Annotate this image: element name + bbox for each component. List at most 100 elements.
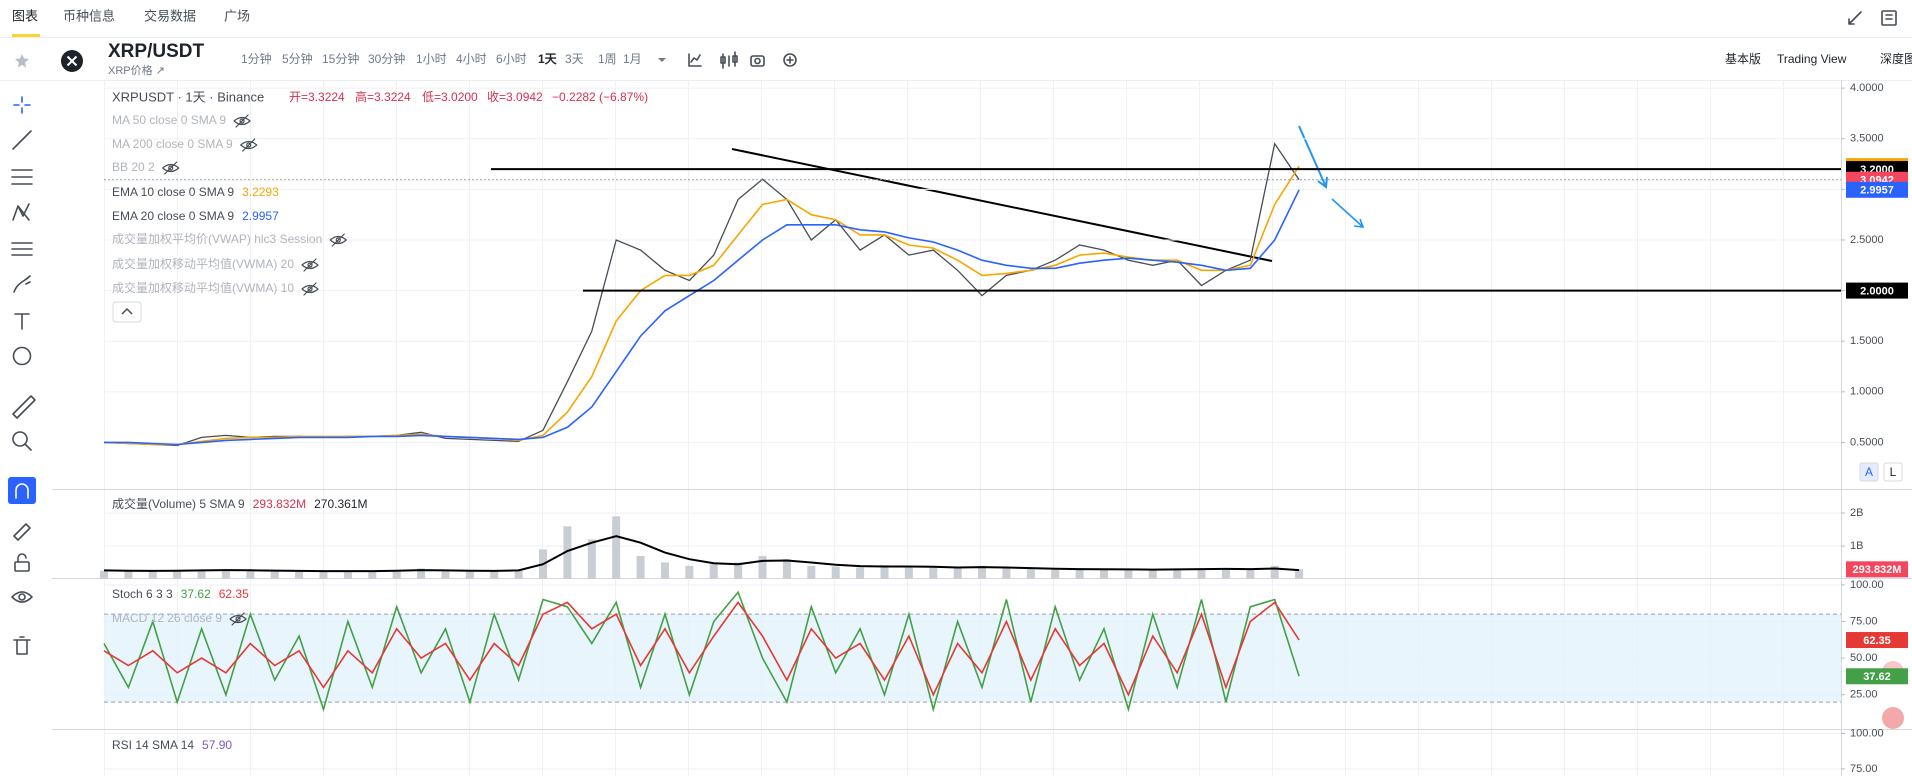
hide-icon[interactable]: [229, 612, 247, 626]
volume-bar: [953, 568, 962, 579]
indicator-label[interactable]: BB 20 2: [112, 160, 155, 174]
emoji-tool[interactable]: [12, 346, 32, 366]
volume-bar: [221, 569, 230, 579]
interval-button[interactable]: 4小时: [456, 52, 487, 66]
brush-tool[interactable]: [13, 275, 31, 293]
indicator-label[interactable]: 成交量加权移动平均值(VWMA) 10: [112, 280, 294, 295]
indicator-value: 2.9957: [242, 209, 279, 223]
ohlc-value: 开=3.3224: [289, 90, 345, 104]
macd-title[interactable]: MACD 12 26 close 9: [112, 611, 222, 625]
hide-icon[interactable]: [301, 258, 319, 272]
symbol-sub[interactable]: XRP价格 ↗: [108, 63, 165, 77]
magnet-tool[interactable]: [8, 477, 36, 504]
series-line: [103, 590, 1300, 713]
scale-button-label: L: [1890, 465, 1897, 479]
hide-icon[interactable]: [162, 161, 180, 175]
text-tool[interactable]: [14, 313, 30, 330]
pattern-tool[interactable]: [12, 203, 30, 221]
indicator-label[interactable]: EMA 20 close 0 SMA 9: [112, 209, 234, 223]
interval-button[interactable]: 1分钟: [241, 51, 272, 66]
volume-bar: [490, 570, 499, 579]
parallel-tool[interactable]: [11, 169, 33, 185]
view-button[interactable]: Trading View: [1777, 52, 1847, 66]
hide-icon[interactable]: [233, 114, 251, 128]
fib-tool[interactable]: [11, 242, 33, 256]
indicator-label[interactable]: 成交量加权移动平均值(VWMA) 20: [112, 256, 294, 271]
interval-button[interactable]: 1小时: [416, 52, 447, 66]
interval-button[interactable]: 15分钟: [322, 51, 359, 66]
tab[interactable]: 交易数据: [144, 8, 196, 23]
collapse-icon: [121, 307, 133, 315]
stoch-legend-value: 62.35: [219, 587, 249, 601]
symbol[interactable]: XRP/USDT: [108, 41, 204, 62]
indicator-label[interactable]: MA 50 close 0 SMA 9: [112, 113, 226, 127]
interval-dropdown[interactable]: [658, 58, 666, 62]
collapse-legend-button[interactable]: [112, 301, 142, 323]
indicator-label[interactable]: EMA 10 close 0 SMA 9: [112, 185, 234, 199]
visibility-tool[interactable]: [11, 591, 33, 603]
volume-bar: [1197, 568, 1206, 579]
interval-button[interactable]: 30分钟: [368, 51, 405, 66]
y-tick-label: 4.0000: [1850, 82, 1884, 94]
tab[interactable]: 图表: [12, 8, 38, 23]
candle-style-icon[interactable]: [720, 51, 738, 69]
axis-value-label-bg: [1846, 668, 1908, 685]
interval-button[interactable]: 1周: [598, 52, 617, 66]
indicator-label[interactable]: 成交量加权平均价(VWAP) hlc3 Session: [112, 231, 322, 246]
trendline-tool[interactable]: [12, 130, 32, 150]
hide-icon[interactable]: [329, 233, 347, 247]
volume-bar: [1221, 568, 1230, 579]
y-tick-label: 25.00: [1850, 689, 1878, 701]
arrow-drawing[interactable]: [1298, 125, 1328, 189]
volume-bar: [173, 570, 182, 579]
draw-lock-tool[interactable]: [13, 523, 31, 541]
add-icon[interactable]: [783, 53, 797, 67]
volume-bar: [1026, 569, 1035, 579]
expand-icon[interactable]: [1848, 11, 1862, 25]
volume-bar: [856, 567, 865, 579]
scale-button[interactable]: [1883, 462, 1903, 482]
tab[interactable]: 广场: [224, 8, 250, 23]
stoch-legend-value: 37.62: [181, 587, 211, 601]
tab[interactable]: 币种信息: [63, 8, 115, 23]
assistant-icon[interactable]: [1882, 707, 1904, 729]
zoom-tool[interactable]: [12, 431, 28, 447]
y-tick-label: 2B: [1850, 507, 1863, 519]
legend-symbol: XRPUSDT · 1天 · Binance: [112, 89, 264, 104]
view-button[interactable]: 基本版: [1725, 52, 1761, 66]
interval-button[interactable]: 5分钟: [282, 51, 313, 66]
volume-bar: [1099, 569, 1108, 579]
camera-icon[interactable]: [750, 55, 765, 67]
volume-bar: [100, 570, 108, 579]
hide-icon[interactable]: [301, 282, 319, 296]
favorite-icon[interactable]: [15, 54, 29, 68]
axis-value-label: 2.9957: [1860, 185, 1894, 197]
axis-value-label-bg: [1846, 181, 1908, 198]
y-tick-label: 1B: [1850, 540, 1863, 552]
volume-bar: [295, 571, 304, 579]
interval-button[interactable]: 3天: [565, 52, 584, 66]
y-tick-label: 75.00: [1850, 615, 1878, 627]
scale-button[interactable]: [1859, 462, 1879, 482]
indicator-icon[interactable]: [688, 53, 702, 67]
scale-button-label: A: [1865, 465, 1873, 479]
settings-icon[interactable]: [1881, 10, 1897, 26]
volume-title: 成交量(Volume) 5 SMA 9: [112, 496, 245, 511]
crosshair-tool[interactable]: [13, 96, 31, 114]
ruler-tool[interactable]: [12, 395, 36, 419]
interval-button[interactable]: 1天: [538, 52, 558, 66]
interval-button[interactable]: 1月: [623, 52, 642, 66]
volume-bar: [1246, 569, 1255, 579]
view-button[interactable]: 深度图: [1880, 51, 1912, 66]
volume-bar: [417, 568, 426, 579]
arrow-drawing[interactable]: [1331, 198, 1365, 228]
delete-tool[interactable]: [13, 636, 31, 655]
y-tick-label: 100.00: [1850, 579, 1884, 591]
volume-bar: [1051, 569, 1060, 579]
descending-trendline[interactable]: [731, 148, 1273, 262]
indicator-label[interactable]: MA 200 close 0 SMA 9: [112, 137, 233, 151]
series-line: [103, 165, 1300, 446]
hide-icon[interactable]: [240, 138, 258, 152]
lock-tool[interactable]: [14, 561, 30, 572]
interval-button[interactable]: 6小时: [496, 52, 527, 66]
